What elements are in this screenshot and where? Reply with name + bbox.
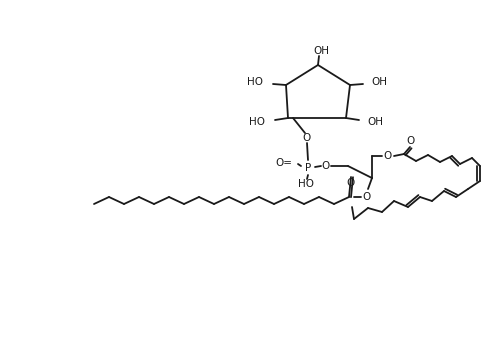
- Text: O: O: [384, 151, 392, 161]
- Text: OH: OH: [367, 117, 383, 127]
- Text: HO: HO: [298, 179, 314, 189]
- Text: O: O: [407, 136, 415, 146]
- Text: OH: OH: [371, 77, 387, 87]
- Text: O: O: [322, 161, 330, 171]
- Text: OH: OH: [313, 46, 329, 56]
- Text: O: O: [303, 133, 311, 143]
- Text: P: P: [305, 163, 311, 173]
- Text: HO: HO: [247, 77, 263, 87]
- Text: O: O: [363, 192, 371, 202]
- Text: HO: HO: [249, 117, 265, 127]
- Text: O: O: [347, 178, 355, 188]
- Text: O=: O=: [275, 158, 292, 168]
